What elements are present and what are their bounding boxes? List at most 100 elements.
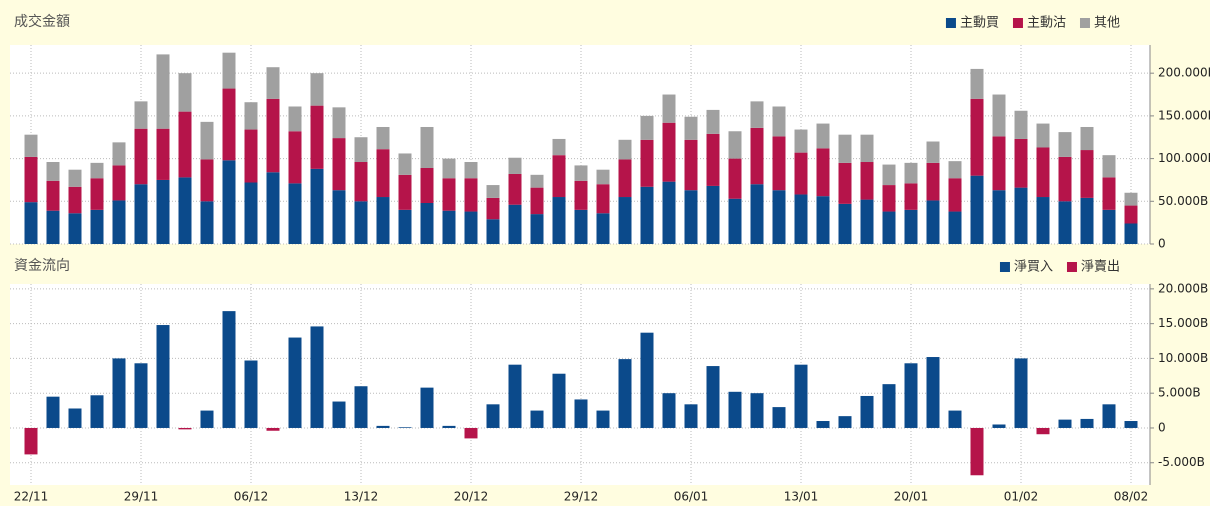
x-tick-label: 22/11	[14, 490, 49, 504]
bar	[464, 178, 478, 212]
bar	[948, 161, 962, 179]
legend-label: 淨賣出	[1081, 260, 1120, 275]
bar	[530, 174, 544, 188]
bar	[838, 203, 852, 244]
legend-label: 其他	[1094, 16, 1120, 31]
bar	[794, 364, 808, 428]
bar	[882, 211, 896, 244]
bar	[1014, 110, 1028, 139]
bar	[332, 138, 346, 191]
bar	[244, 102, 258, 130]
bar	[860, 199, 874, 244]
bar	[860, 395, 874, 428]
bar	[970, 98, 984, 176]
bar	[662, 94, 676, 123]
bar	[376, 126, 390, 150]
bar	[134, 363, 148, 428]
bar	[464, 162, 478, 179]
bar	[1102, 209, 1116, 244]
bar	[596, 184, 610, 214]
bar	[288, 131, 302, 184]
x-tick-label: 20/12	[454, 490, 489, 504]
bar	[90, 395, 104, 428]
bar	[838, 416, 852, 428]
bar	[1080, 126, 1094, 151]
bar	[882, 384, 896, 428]
bar	[596, 410, 610, 428]
bar	[156, 128, 170, 180]
bar	[398, 174, 412, 210]
bar	[706, 109, 720, 134]
bar	[398, 209, 412, 244]
bar	[706, 185, 720, 244]
bar	[794, 152, 808, 195]
bar	[398, 427, 412, 428]
bar	[442, 210, 456, 244]
bar	[640, 115, 654, 140]
bar	[948, 178, 962, 212]
legend-swatch	[1066, 262, 1077, 272]
legend-label: 主動沽	[1027, 16, 1066, 31]
bar	[90, 162, 104, 179]
bar	[992, 94, 1006, 137]
bar	[1080, 418, 1094, 428]
bar	[552, 373, 566, 428]
bar	[926, 162, 940, 201]
bar	[178, 73, 192, 112]
x-tick-label: 06/12	[234, 490, 269, 504]
bar	[1058, 201, 1072, 244]
bar	[640, 332, 654, 428]
bar	[1036, 197, 1050, 244]
bar	[178, 111, 192, 178]
bar	[728, 158, 742, 199]
bar	[926, 141, 940, 163]
bar	[1036, 427, 1050, 435]
bar	[442, 158, 456, 179]
bar	[376, 425, 390, 428]
bar	[354, 386, 368, 428]
bar	[662, 393, 676, 428]
bar	[24, 134, 38, 157]
bar	[178, 177, 192, 244]
bar	[860, 134, 874, 163]
bar	[266, 172, 280, 244]
bar	[244, 129, 258, 183]
y-tick-label: 50.000B	[1158, 194, 1208, 208]
bar	[530, 410, 544, 428]
bar	[420, 387, 434, 428]
bar	[904, 209, 918, 244]
bar	[266, 67, 280, 99]
bar	[354, 201, 368, 244]
bar	[574, 209, 588, 244]
bar	[816, 123, 830, 149]
bar	[464, 427, 478, 439]
bar	[618, 197, 632, 244]
bar	[1124, 421, 1138, 428]
bar	[640, 139, 654, 187]
bar	[1036, 147, 1050, 198]
bar	[420, 203, 434, 244]
bar	[1124, 223, 1138, 244]
bar	[640, 186, 654, 244]
bar	[200, 201, 214, 244]
bar	[574, 180, 588, 210]
legend-swatch	[1079, 18, 1090, 28]
bar	[662, 122, 676, 182]
bar	[1102, 155, 1116, 178]
bar	[838, 162, 852, 204]
bar	[1124, 205, 1138, 224]
bar	[772, 106, 786, 137]
bar	[486, 219, 500, 244]
bar	[706, 366, 720, 428]
bar	[354, 137, 368, 163]
bar	[288, 106, 302, 132]
bar	[772, 190, 786, 244]
x-tick-label: 13/01	[784, 490, 819, 504]
bar	[134, 184, 148, 244]
bar	[728, 131, 742, 159]
bar	[486, 185, 500, 198]
bar	[882, 185, 896, 212]
bar	[904, 363, 918, 428]
bar	[288, 183, 302, 244]
bar	[68, 213, 82, 244]
